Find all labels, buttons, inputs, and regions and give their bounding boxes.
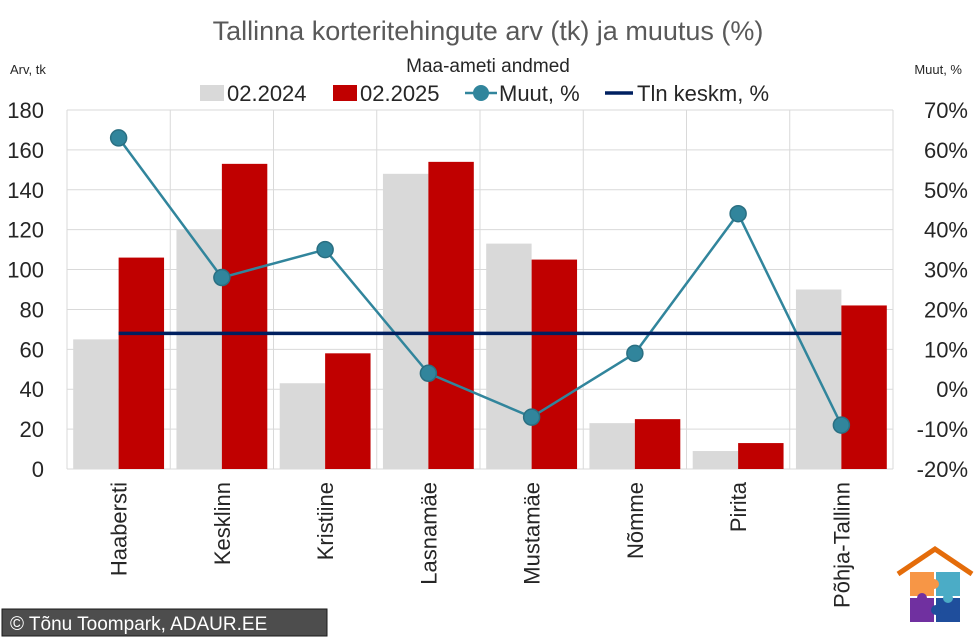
marker-Kesklinn [213, 268, 231, 287]
left-tick-label: 160 [7, 138, 44, 163]
legend-label-02.2024: 02.2024 [227, 81, 307, 106]
right-tick-label: 20% [924, 297, 968, 322]
right-tick-label: -10% [917, 417, 968, 442]
legend-label-Tln keskm, %: Tln keskm, % [637, 81, 769, 106]
logo-puzzle-knob-4 [931, 605, 941, 615]
category-label: Haabersti [107, 482, 132, 576]
left-tick-label: 80 [20, 297, 44, 322]
left-tick-label: 140 [7, 178, 44, 203]
chart-title: Tallinna korteritehingute arv (tk) ja mu… [213, 16, 764, 46]
legend-marker-Muut, % [473, 85, 489, 101]
left-tick-label: 60 [20, 337, 44, 362]
marker-Kristiine [316, 240, 334, 259]
category-label: Kristiine [313, 482, 338, 560]
marker-Nõmme [626, 344, 644, 363]
right-tick-label: 50% [924, 178, 968, 203]
category-labels: Haabersti Kesklinn Kristiine Lasnamäe Mustam… [107, 481, 855, 608]
legend-swatch-02.2024 [200, 85, 224, 101]
adaur-logo [896, 545, 974, 622]
bar-02.2024-Kristiine [279, 383, 326, 469]
bar-02.2025-Kristiine [325, 353, 371, 469]
right-tick-label: 40% [924, 218, 968, 243]
copyright-background [1, 608, 328, 637]
tick-labels: 0 20 40 60 80 100 120 140 160 180 -20% -10% 0% 10% 20%… [7, 98, 968, 482]
bar-02.2025-Lasnamäe [428, 161, 474, 469]
right-tick-label: 10% [924, 337, 968, 362]
left-tick-label: 40 [20, 377, 44, 402]
marker-Haabersti [109, 129, 128, 147]
bar-02.2024-Mustamäe [486, 243, 532, 469]
bar-02.2025-Pirita [738, 443, 784, 469]
logo-puzzle-lightblue [936, 572, 960, 596]
bar-02.2025-Mustamäe [531, 259, 578, 469]
legend-label-02.2025: 02.2025 [360, 81, 440, 106]
legend-label-Muut, %: Muut, % [499, 81, 580, 106]
bar-02.2025-Kesklinn [221, 163, 268, 469]
bar-02.2025-Haabersti [118, 257, 165, 469]
marker-Lasnamäe [419, 364, 438, 383]
bar-02.2024-Kesklinn [176, 229, 222, 469]
bar-02.2025-Põhja-Tallinn [841, 305, 887, 469]
marker-Mustamäe [522, 408, 541, 426]
logo-roof [896, 545, 974, 577]
marker-Pirita [729, 204, 747, 223]
category-label: Mustamäe [520, 482, 545, 585]
logo-puzzle-knob-1 [929, 579, 939, 589]
right-tick-label: 0% [936, 377, 968, 402]
copyright-text: © Tõnu Toompark, ADAUR.EE [10, 614, 267, 635]
marker-Põhja-Tallinn [832, 416, 851, 434]
line-Muut, % [117, 137, 843, 426]
logo-puzzle-knob-2 [943, 593, 953, 603]
logo-puzzle-knob-3 [917, 593, 927, 603]
copyright-badge: © Tõnu Toompark, ADAUR.EE [1, 608, 328, 637]
category-label: Põhja-Tallinn [829, 482, 854, 608]
right-axis-unit: Muut, % [914, 62, 962, 77]
left-tick-label: 120 [7, 218, 44, 243]
left-tick-label: 20 [20, 417, 44, 442]
bar-02.2024-Lasnamäe [382, 173, 429, 470]
category-label: Lasnamäe [416, 482, 441, 585]
chart-subtitle: Maa-ameti andmed [406, 56, 570, 77]
lines [109, 129, 851, 434]
bar-02.2024-Pirita [692, 451, 739, 469]
left-tick-label: 0 [32, 457, 44, 482]
category-label: Kesklinn [210, 482, 235, 565]
right-tick-label: -20% [917, 457, 968, 482]
bar-02.2024-Nõmme [589, 423, 635, 469]
left-tick-label: 100 [7, 258, 44, 283]
bars [73, 161, 887, 470]
left-axis-unit: Arv, tk [10, 62, 46, 77]
bar-02.2025-Nõmme [634, 419, 681, 469]
right-tick-label: 60% [924, 138, 968, 163]
category-label: Pirita [726, 481, 751, 532]
left-tick-label: 180 [7, 98, 44, 123]
legend-swatch-02.2025 [333, 85, 357, 101]
right-tick-label: 70% [924, 98, 968, 123]
bar-02.2024-Haabersti [73, 339, 119, 469]
legend: 02.2024 02.2025 Muut, % Tln keskm, % [200, 81, 769, 106]
right-tick-label: 30% [924, 258, 968, 283]
category-label: Nõmme [623, 482, 648, 559]
